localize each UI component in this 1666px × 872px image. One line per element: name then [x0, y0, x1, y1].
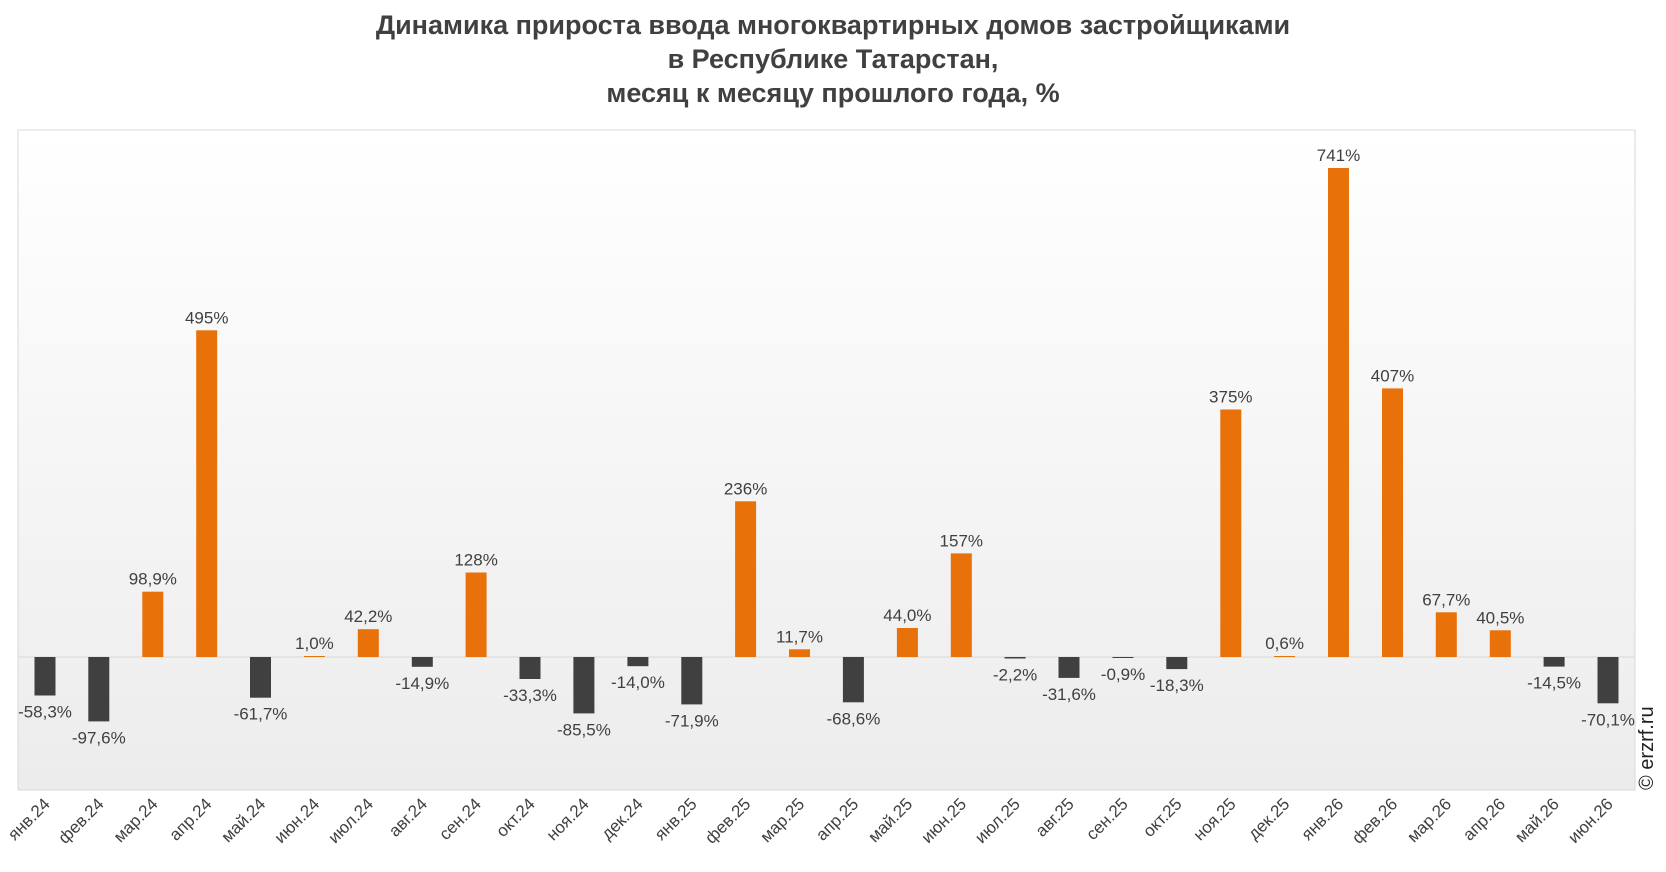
chart-title-line-1: Динамика прироста ввода многоквартирных …	[375, 10, 1291, 40]
x-tick-label-20: сен.25	[1082, 794, 1131, 843]
bar-29	[1597, 657, 1619, 704]
data-label-2: 98,9%	[129, 570, 177, 589]
watermark: © erzrf.ru	[1636, 706, 1658, 790]
data-label-3: 495%	[185, 308, 228, 327]
bar-9	[519, 657, 541, 679]
x-tick-label-16: май.25	[864, 794, 916, 846]
plot-area	[17, 129, 1636, 791]
x-tick-label-4: май.24	[218, 794, 270, 846]
data-label-1: -97,6%	[72, 728, 126, 747]
bar-27	[1489, 630, 1511, 657]
data-label-5: 1,0%	[295, 634, 334, 653]
data-label-27: 40,5%	[1476, 608, 1524, 627]
x-tick-label-11: дек.24	[598, 794, 647, 843]
x-tick-label-2: мар.24	[110, 794, 162, 846]
x-tick-label-1: фев.24	[55, 794, 108, 847]
data-label-19: -31,6%	[1042, 685, 1096, 704]
x-tick-label-19: авг.25	[1032, 794, 1078, 840]
data-label-18: -2,2%	[993, 666, 1037, 685]
bar-21	[1166, 657, 1188, 670]
bar-19	[1058, 657, 1080, 678]
data-label-0: -58,3%	[18, 703, 72, 722]
data-label-7: -14,9%	[395, 674, 449, 693]
data-label-12: -71,9%	[665, 711, 719, 730]
x-tick-label-21: окт.25	[1139, 794, 1185, 840]
x-tick-label-12: янв.25	[651, 794, 701, 844]
bar-24	[1328, 168, 1349, 657]
bar-23	[1274, 656, 1296, 657]
x-tick-label-29: июн.26	[1564, 794, 1617, 847]
bar-4	[250, 657, 271, 698]
x-tick-label-23: дек.25	[1244, 794, 1293, 843]
chart-title-line-2: в Республике Татарстан,	[667, 44, 999, 74]
data-label-21: -18,3%	[1150, 676, 1204, 695]
x-tick-label-0: янв.24	[4, 794, 54, 844]
x-tick-label-15: апр.25	[812, 794, 862, 844]
data-label-22: 375%	[1209, 388, 1252, 407]
data-label-11: -14,0%	[611, 673, 665, 692]
bar-16	[896, 628, 918, 657]
x-tick-label-28: май.26	[1511, 794, 1563, 846]
bar-22	[1220, 409, 1242, 657]
x-tick-label-17: июн.25	[918, 794, 971, 847]
bar-17	[950, 553, 972, 657]
data-label-24: 741%	[1317, 146, 1360, 165]
bar-14	[789, 649, 810, 657]
chart-title: Динамика прироста ввода многоквартирных …	[0, 8, 1666, 110]
bar-18	[1004, 657, 1026, 659]
data-label-4: -61,7%	[234, 705, 288, 724]
x-tick-label-18: июл.25	[971, 794, 1024, 847]
bar-20	[1112, 657, 1134, 658]
data-label-25: 407%	[1371, 366, 1414, 385]
x-tick-label-5: июн.24	[271, 794, 324, 847]
x-tick-label-24: янв.26	[1298, 794, 1348, 844]
x-tick-label-13: фев.25	[701, 794, 754, 847]
x-tick-label-9: окт.24	[492, 794, 538, 840]
x-tick-label-6: июл.24	[324, 794, 377, 847]
bar-25	[1382, 388, 1403, 657]
x-tick-label-22: ноя.25	[1190, 794, 1240, 844]
data-label-6: 42,2%	[344, 607, 392, 626]
x-tick-label-3: апр.24	[166, 794, 216, 844]
bar-2	[142, 591, 164, 657]
data-label-9: -33,3%	[503, 686, 557, 705]
x-tick-label-26: мар.26	[1403, 794, 1455, 846]
data-label-15: -68,6%	[826, 709, 880, 728]
x-tick-label-27: апр.26	[1459, 794, 1509, 844]
bar-13	[735, 501, 757, 657]
x-tick-label-25: фев.26	[1348, 794, 1401, 847]
data-label-20: -0,9%	[1101, 665, 1145, 684]
bar-3	[196, 330, 218, 657]
x-tick-label-7: авг.24	[385, 794, 431, 840]
data-label-26: 67,7%	[1422, 590, 1470, 609]
data-label-29: -70,1%	[1581, 710, 1635, 729]
data-label-10: -85,5%	[557, 720, 611, 739]
data-label-8: 128%	[454, 551, 497, 570]
bar-28	[1543, 657, 1565, 667]
x-tick-label-8: сен.24	[435, 794, 484, 843]
bar-1	[88, 657, 110, 722]
data-label-17: 157%	[940, 531, 983, 550]
bar-8	[465, 572, 487, 657]
bar-6	[357, 629, 379, 657]
x-tick-label-10: ноя.24	[543, 794, 593, 844]
bar-7	[411, 657, 433, 667]
bar-10	[573, 657, 595, 714]
bar-0	[34, 657, 56, 696]
data-label-16: 44,0%	[883, 606, 931, 625]
bar-5	[303, 656, 325, 657]
bar-11	[627, 657, 649, 667]
data-label-28: -14,5%	[1527, 674, 1581, 693]
data-label-14: 11,7%	[776, 627, 823, 646]
bar-26	[1435, 612, 1457, 657]
chart-title-line-3: месяц к месяцу прошлого года, %	[606, 78, 1060, 108]
data-label-23: 0,6%	[1265, 634, 1304, 653]
data-label-13: 236%	[724, 479, 767, 498]
x-tick-label-14: мар.25	[757, 794, 809, 846]
bar-15	[842, 657, 864, 703]
bar-12	[681, 657, 703, 705]
